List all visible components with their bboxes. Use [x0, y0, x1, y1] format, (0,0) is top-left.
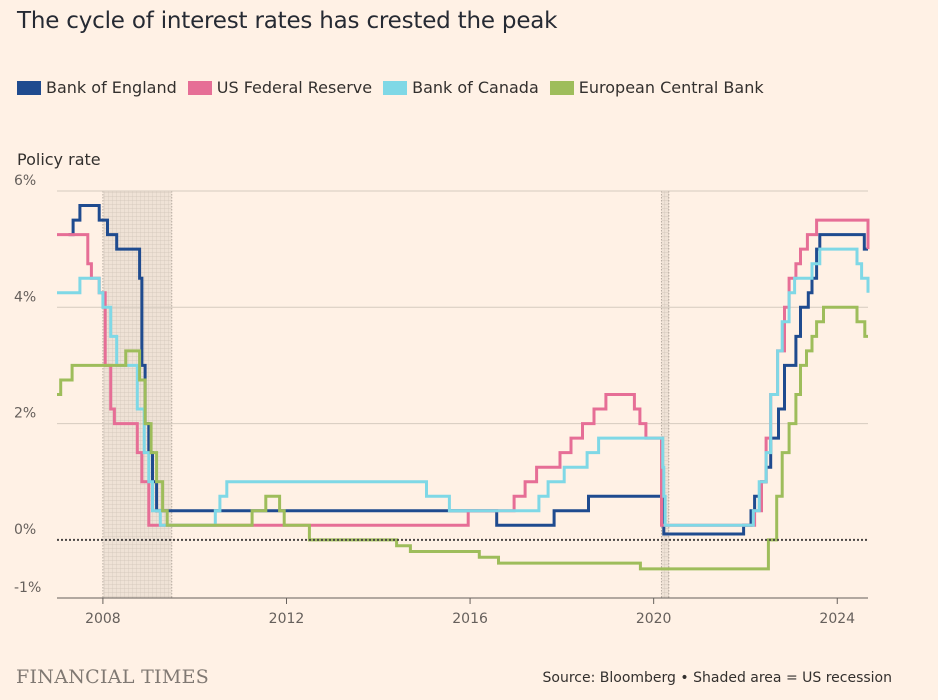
legend-label-boc: Bank of Canada [412, 78, 539, 97]
x-tick-label: 2008 [85, 611, 121, 627]
x-tick-label: 2020 [636, 611, 672, 627]
series-line-fed [57, 218, 870, 527]
source-note: Source: Bloomberg • Shaded area = US rec… [542, 670, 892, 686]
chart-title: The cycle of interest rates has crested … [17, 8, 558, 34]
legend-swatch-boc [383, 80, 408, 95]
x-tick-label: 2012 [269, 611, 305, 627]
brand-logo: FINANCIAL TIMES [16, 666, 210, 688]
y-tick-label: 6% [14, 173, 36, 189]
y-axis-title: Policy rate [17, 150, 101, 169]
series-line-ecb [57, 305, 868, 571]
legend: Bank of England US Federal Reserve Bank … [17, 78, 775, 97]
legend-item-ecb: European Central Bank [549, 78, 764, 97]
legend-label-ecb: European Central Bank [578, 78, 764, 97]
series-line-boe [68, 204, 868, 536]
legend-swatch-ecb [549, 80, 574, 95]
legend-label-fed: US Federal Reserve [216, 78, 373, 97]
series-line-boc [57, 247, 870, 527]
y-tick-label: 0% [14, 522, 36, 538]
legend-label-boe: Bank of England [46, 78, 177, 97]
legend-swatch-fed [187, 80, 212, 95]
legend-swatch-boe [17, 80, 41, 95]
y-tick-label: 4% [14, 289, 36, 305]
x-tick-label: 2024 [819, 611, 855, 627]
legend-item-boc: Bank of Canada [383, 78, 539, 97]
legend-item-fed: US Federal Reserve [187, 78, 373, 97]
x-tick-label: 2016 [452, 611, 488, 627]
recession-band-2 [661, 191, 669, 598]
y-tick-label: 2% [14, 406, 36, 422]
y-tick-label: -1% [14, 580, 41, 596]
legend-item-boe: Bank of England [17, 78, 177, 97]
